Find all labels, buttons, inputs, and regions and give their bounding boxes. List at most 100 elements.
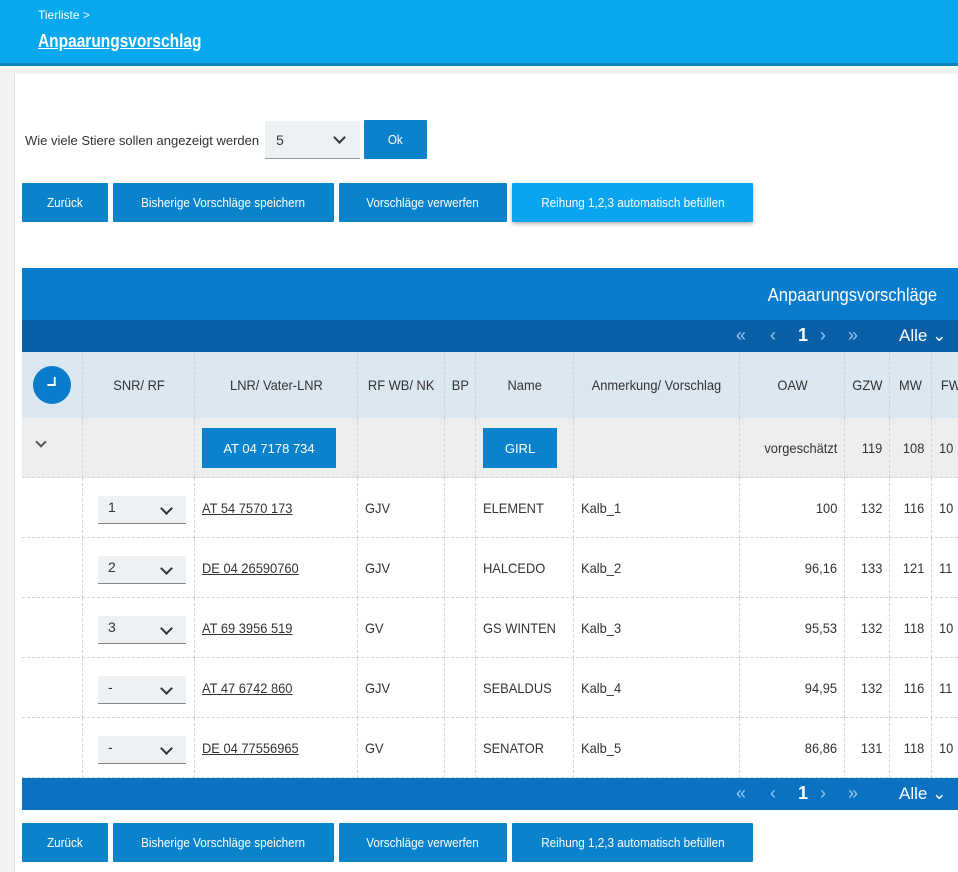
- col-lnr[interactable]: LNR/ Vater-LNR: [195, 352, 358, 418]
- col-gzw[interactable]: GZW: [845, 352, 890, 418]
- rf-cell: 1: [83, 478, 195, 538]
- name-cell: HALCEDO: [476, 538, 574, 598]
- wbnk-cell: GJV: [358, 478, 445, 538]
- rf-select[interactable]: 2: [98, 556, 186, 584]
- chevron-down-icon: [160, 502, 173, 515]
- oaw-cell: 95,53: [740, 598, 845, 658]
- fw-cell: 10: [932, 718, 958, 778]
- first-page-icon[interactable]: «: [736, 325, 747, 345]
- last-page-icon[interactable]: »: [848, 783, 859, 803]
- first-page-icon[interactable]: «: [736, 783, 747, 803]
- next-page-icon[interactable]: ›: [820, 325, 826, 345]
- next-page-icon[interactable]: ›: [820, 783, 826, 803]
- row-spacer: [22, 718, 83, 778]
- col-rf-wb-nk[interactable]: RF WB/ NK: [358, 352, 445, 418]
- mw-cell: 118: [890, 598, 932, 658]
- summary-gzw-cell: 119: [845, 418, 890, 478]
- dam-lnr-button[interactable]: AT 04 7178 734: [202, 428, 336, 468]
- lnr-link[interactable]: DE 04 26590760: [202, 560, 299, 576]
- prev-page-icon[interactable]: ‹: [770, 783, 776, 803]
- rf-cell: 3: [83, 598, 195, 658]
- chevron-down-icon: [160, 562, 173, 575]
- back-button-bottom[interactable]: Zurück: [22, 823, 108, 862]
- table-row: 1 AT 54 7570 173 GJV ELEMENT Kalb_1 100 …: [22, 478, 958, 538]
- autofill-ranking-button[interactable]: Reihung 1,2,3 automatisch befüllen: [512, 183, 753, 222]
- col-snr-rf[interactable]: SNR/ RF: [83, 352, 195, 418]
- last-page-icon[interactable]: »: [848, 325, 859, 345]
- chevron-down-icon: [160, 742, 173, 755]
- back-button[interactable]: Zurück: [22, 183, 108, 222]
- col-note[interactable]: Anmerkung/ Vorschlag: [574, 352, 740, 418]
- oaw-cell: 94,95: [740, 658, 845, 718]
- mw-cell: 116: [890, 658, 932, 718]
- pager-top: « ‹ 1 › » Alle ⌄: [22, 320, 958, 352]
- wbnk-cell: GJV: [358, 658, 445, 718]
- wbnk-cell: GV: [358, 718, 445, 778]
- page-size-select[interactable]: Alle ⌄: [899, 326, 947, 345]
- row-spacer: [22, 478, 83, 538]
- gzw-cell: 132: [845, 478, 890, 538]
- current-page[interactable]: 1: [798, 783, 809, 803]
- lnr-link[interactable]: AT 47 6742 860: [202, 680, 293, 696]
- save-suggestions-button[interactable]: Bisherige Vorschläge speichern: [113, 183, 334, 222]
- wbnk-cell: GV: [358, 598, 445, 658]
- row-spacer: [22, 658, 83, 718]
- page-title[interactable]: Anpaarungsvorschlag: [38, 31, 202, 51]
- table-header: SNR/ RF LNR/ Vater-LNR RF WB/ NK BP Name…: [22, 352, 958, 418]
- save-suggestions-button-bottom[interactable]: Bisherige Vorschläge speichern: [113, 823, 334, 862]
- rf-select[interactable]: 3: [98, 616, 186, 644]
- col-name[interactable]: Name: [476, 352, 574, 418]
- ok-button[interactable]: Ok: [364, 120, 427, 159]
- summary-row: AT 04 7178 734 GIRL vorgeschätzt 119 108…: [22, 418, 958, 478]
- col-bp[interactable]: BP: [445, 352, 476, 418]
- note-cell: Kalb_1: [574, 478, 740, 538]
- summary-fw-cell: 10: [932, 418, 958, 478]
- col-mw[interactable]: MW: [890, 352, 932, 418]
- discard-suggestions-button-bottom[interactable]: Vorschläge verwerfen: [339, 823, 507, 862]
- wbnk-cell: GJV: [358, 538, 445, 598]
- table-title: Anpaarungsvorschläge: [767, 285, 937, 305]
- table-row: 3 AT 69 3956 519 GV GS WINTEN Kalb_3 95,…: [22, 598, 958, 658]
- suggestions-table: Anpaarungsvorschläge « ‹ 1 › » Alle ⌄ SN…: [22, 268, 958, 813]
- rf-select[interactable]: 1: [98, 496, 186, 524]
- col-oaw[interactable]: OAW: [740, 352, 845, 418]
- expand-all-cell: [22, 352, 83, 418]
- bp-cell: [445, 478, 476, 538]
- chevron-down-icon: [160, 682, 173, 695]
- name-cell: GS WINTEN: [476, 598, 574, 658]
- rf-select[interactable]: -: [98, 676, 186, 704]
- summary-name-cell: GIRL: [476, 418, 574, 478]
- mw-cell: 118: [890, 718, 932, 778]
- row-toggle-cell: [22, 418, 83, 478]
- page-size-select[interactable]: Alle ⌄: [899, 784, 947, 803]
- bp-cell: [445, 658, 476, 718]
- autofill-ranking-button-bottom[interactable]: Reihung 1,2,3 automatisch befüllen: [512, 823, 753, 862]
- fw-cell: 10: [932, 598, 958, 658]
- lnr-link[interactable]: AT 54 7570 173: [202, 500, 293, 516]
- bp-cell: [445, 598, 476, 658]
- row-spacer: [22, 598, 83, 658]
- col-fw[interactable]: FW: [932, 352, 958, 418]
- summary-snr-cell: [83, 418, 195, 478]
- breadcrumb[interactable]: Tierliste >: [38, 8, 90, 22]
- count-select[interactable]: 5: [265, 121, 360, 159]
- summary-wbnk-cell: [358, 418, 445, 478]
- prev-page-icon[interactable]: ‹: [770, 325, 776, 345]
- name-cell: SEBALDUS: [476, 658, 574, 718]
- note-cell: Kalb_4: [574, 658, 740, 718]
- rf-cell: -: [83, 658, 195, 718]
- gzw-cell: 132: [845, 658, 890, 718]
- rf-select[interactable]: -: [98, 736, 186, 764]
- summary-note-cell: [574, 418, 740, 478]
- expand-all-button[interactable]: [33, 366, 71, 404]
- name-cell: ELEMENT: [476, 478, 574, 538]
- current-page[interactable]: 1: [798, 325, 809, 345]
- chevron-down-icon[interactable]: [35, 436, 47, 448]
- lnr-link[interactable]: AT 69 3956 519: [202, 620, 293, 636]
- lnr-link[interactable]: DE 04 77556965: [202, 740, 299, 756]
- note-cell: Kalb_3: [574, 598, 740, 658]
- fw-cell: 11: [932, 538, 958, 598]
- dam-name-button[interactable]: GIRL: [483, 428, 557, 468]
- discard-suggestions-button[interactable]: Vorschläge verwerfen: [339, 183, 507, 222]
- mw-cell: 121: [890, 538, 932, 598]
